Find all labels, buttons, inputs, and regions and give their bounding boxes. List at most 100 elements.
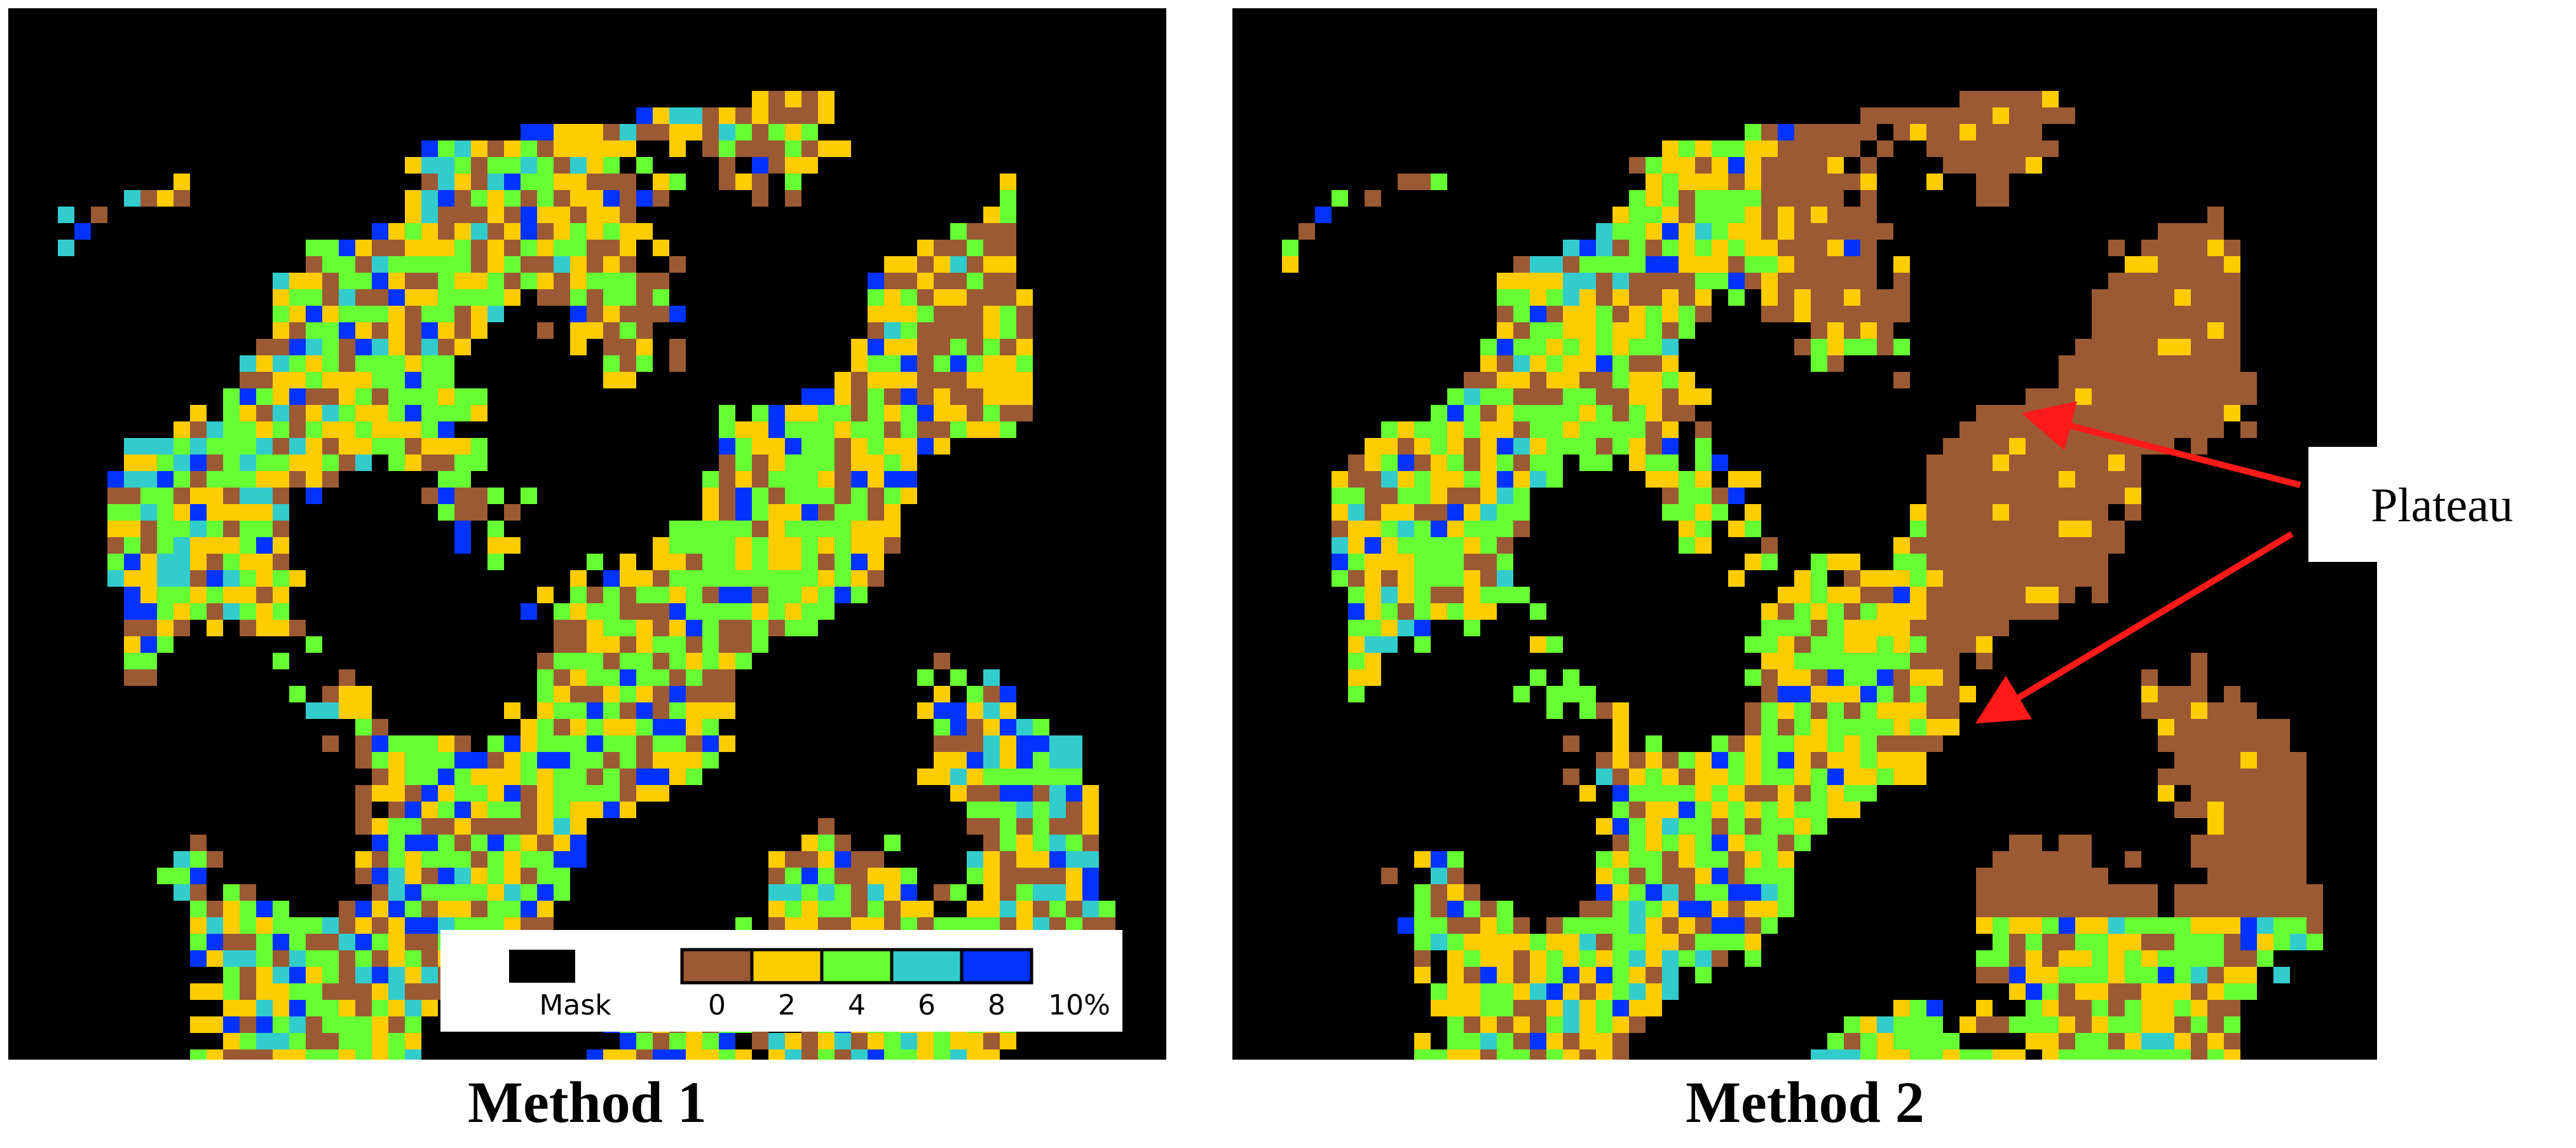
map-cell (835, 587, 851, 603)
map-cell (306, 934, 322, 950)
map-cell (1563, 355, 1579, 372)
map-cell (1646, 223, 1662, 240)
map-cell (190, 851, 207, 868)
map-cell (207, 934, 223, 950)
map-cell (587, 785, 603, 802)
map-cell (851, 471, 868, 488)
map-cell (322, 1000, 339, 1016)
map-cell (438, 289, 454, 306)
map-cell (752, 124, 768, 140)
map-cell (2059, 372, 2075, 388)
map-cell (372, 884, 388, 901)
map-cell (2158, 339, 2174, 355)
map-cell (1728, 471, 1745, 488)
map-cell (454, 289, 471, 306)
map-cell (1844, 223, 1860, 240)
map-cell (702, 107, 719, 124)
map-cell (1827, 339, 1844, 355)
map-cell (372, 322, 388, 339)
map-cell (1728, 207, 1745, 223)
map-cell (1530, 1049, 1546, 1060)
map-cell (669, 140, 686, 157)
map-cell (1662, 818, 1679, 835)
map-cell (851, 488, 868, 504)
map-cell (1712, 818, 1728, 835)
map-cell (2075, 950, 2092, 967)
map-cell (2026, 140, 2042, 157)
map-cell (1959, 454, 1976, 471)
map-cell (1464, 504, 1480, 521)
map-cell (306, 388, 322, 405)
map-cell (223, 587, 240, 603)
map-cell (1794, 256, 1811, 273)
map-cell (240, 570, 256, 587)
map-cell (653, 306, 669, 322)
map-cell (1695, 818, 1712, 835)
map-cell (934, 322, 950, 339)
map-cell (289, 388, 306, 405)
map-cell (1447, 521, 1464, 537)
map-cell (818, 587, 835, 603)
map-cell (2207, 372, 2224, 388)
map-cell (1646, 273, 1662, 289)
map-cell (2108, 306, 2125, 322)
map-cell (1662, 207, 1679, 223)
map-cell (273, 570, 289, 587)
map-cell (950, 769, 967, 785)
map-cell (372, 1049, 388, 1060)
map-cell (438, 256, 454, 273)
map-cell (917, 388, 934, 405)
map-cell (1447, 388, 1464, 405)
map-cell (1745, 719, 1761, 735)
map-cell (620, 702, 636, 719)
map-cell (1679, 934, 1695, 950)
map-cell (587, 289, 603, 306)
map-cell (471, 785, 487, 802)
map-cell (289, 1000, 306, 1016)
map-cell (2059, 570, 2075, 587)
map-cell (1530, 669, 1546, 686)
map-cell (1662, 752, 1679, 769)
map-cell (2240, 388, 2257, 405)
map-cell (2059, 454, 2075, 471)
map-cell (587, 207, 603, 223)
map-cell (2141, 339, 2158, 355)
map-cell (1348, 603, 1365, 620)
map-cell (2125, 256, 2141, 273)
map-cell (1497, 537, 1513, 554)
map-cell (1761, 686, 1778, 702)
map-cell (454, 752, 471, 769)
map-cell (2026, 587, 2042, 603)
map-cell (2191, 322, 2207, 339)
map-cell (2257, 950, 2273, 967)
map-cell (322, 421, 339, 438)
map-cell (1860, 174, 1877, 190)
map-cell (2009, 967, 2026, 983)
map-cell (421, 818, 438, 835)
map-cell (603, 190, 620, 207)
map-cell (818, 884, 835, 901)
map-cell (1480, 372, 1497, 388)
map-cell (1745, 669, 1761, 686)
map-cell (273, 901, 289, 917)
map-cell (1959, 438, 1976, 454)
map-cell (1811, 174, 1827, 190)
map-cell (421, 289, 438, 306)
map-cell (1646, 207, 1662, 223)
map-cell (1794, 223, 1811, 240)
map-cell (835, 554, 851, 570)
map-cell (785, 901, 801, 917)
map-cell (273, 339, 289, 355)
map-cell (421, 835, 438, 851)
map-cell (405, 421, 421, 438)
map-cell (1530, 388, 1546, 405)
map-cell (669, 769, 686, 785)
map-cell (1860, 603, 1877, 620)
map-cell (1728, 157, 1745, 174)
map-cell (388, 372, 405, 388)
map-cell (388, 868, 405, 884)
map-cell (140, 454, 157, 471)
map-cell (2158, 702, 2174, 719)
map-cell (1000, 702, 1016, 719)
map-cell (1365, 554, 1381, 570)
